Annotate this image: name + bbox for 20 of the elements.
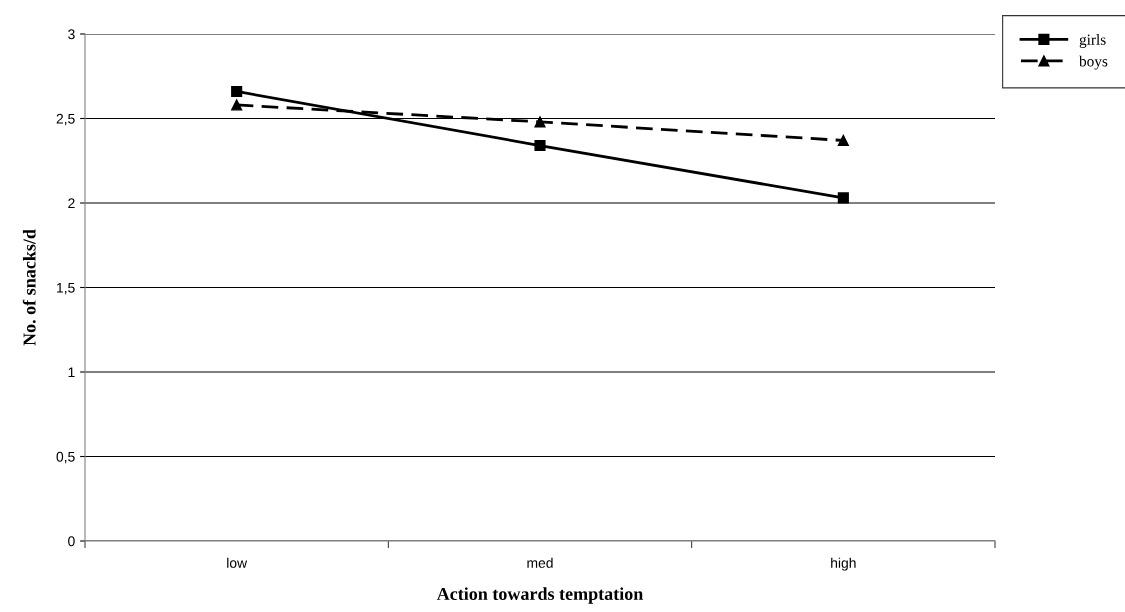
point bbox=[837, 192, 849, 204]
x-tick-label: high bbox=[831, 557, 856, 571]
y-tick-label: 1,5 bbox=[57, 282, 75, 295]
legend-label: boys bbox=[1079, 55, 1108, 70]
y-axis-title: No. of snacks/d bbox=[22, 229, 36, 346]
x-tick-label: med bbox=[527, 557, 553, 568]
y-tick-label: 0 bbox=[68, 536, 75, 547]
x-axis-title: Action towards temptation bbox=[436, 587, 644, 604]
y-tick-label: 2 bbox=[68, 198, 75, 209]
point bbox=[231, 99, 243, 111]
y-tick-label: 2,5 bbox=[56, 113, 75, 126]
point bbox=[837, 134, 849, 147]
point bbox=[534, 116, 546, 128]
x-tick-label: low bbox=[227, 557, 248, 568]
point bbox=[534, 139, 546, 152]
legend-label: girls bbox=[1079, 34, 1106, 48]
y-tick-label: 1 bbox=[68, 367, 75, 378]
y-tick-label: 0,5 bbox=[56, 451, 75, 464]
point bbox=[231, 85, 243, 98]
y-tick-label: 3 bbox=[68, 29, 75, 40]
